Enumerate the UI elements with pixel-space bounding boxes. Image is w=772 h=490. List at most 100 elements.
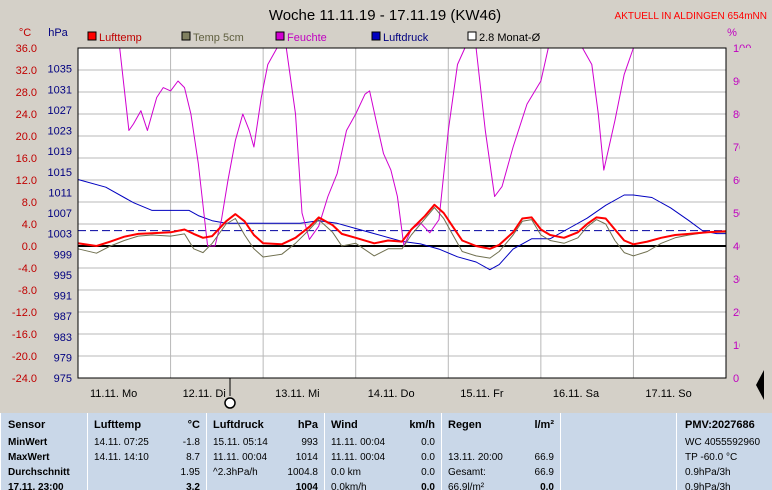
luftdruck-max-value: 1014 xyxy=(295,452,318,463)
plot-area xyxy=(78,48,726,378)
temp-tick-label: -4.0 xyxy=(18,263,37,275)
lufttemp-min-time: 14.11. 07:25 xyxy=(94,437,149,448)
regen-total-label: Gesamt: xyxy=(448,467,486,478)
legend-label: Temp 5cm xyxy=(193,32,244,44)
pressure-tick-label: 1015 xyxy=(48,167,72,179)
pressure-axis-ticks: 975 979 983 987 991 995 999 1003 1007 1011 1015 101… xyxy=(48,64,72,385)
humidity-tick-label: 0 xyxy=(733,373,739,385)
pressure-tick-label: 975 xyxy=(54,373,72,385)
temp-tick-label: 36.0 xyxy=(16,43,37,55)
pmv-line-1: WC 4055592960 xyxy=(685,437,761,448)
wind-min-value: 0.0 xyxy=(421,437,435,448)
cursor-handle-icon[interactable] xyxy=(224,397,236,409)
humidity-unit-label: % xyxy=(727,27,737,39)
wind-unit: km/h xyxy=(409,419,435,431)
chart-title: Woche 11.11.19 - 17.11.19 (KW46) xyxy=(269,7,501,24)
lufttemp-max-time: 14.11. 14:10 xyxy=(94,452,149,463)
luftdruck-unit: hPa xyxy=(297,419,318,431)
pmv-header: PMV:2027686 xyxy=(685,419,755,431)
wind-min-time: 11.11. 00:04 xyxy=(331,437,386,448)
regen-max-value: 66.9 xyxy=(534,452,554,463)
temp-tick-label: -12.0 xyxy=(12,307,37,319)
pressure-tick-label: 1023 xyxy=(48,126,72,138)
pmv-line-4: 0.9hPa/3h xyxy=(685,482,731,490)
luftdruck-current-value: 1004 xyxy=(295,482,318,490)
temp-tick-label: 8.0 xyxy=(22,197,37,209)
temp-tick-label: 4.0 xyxy=(22,219,37,231)
weather-chart: Woche 11.11.19 - 17.11.19 (KW46) AKTUELL… xyxy=(11,7,767,409)
regen-column: Regen l/m² 13.11. 20:00 66.9 Gesamt: 66.… xyxy=(441,413,560,490)
temp-tick-label: 24.0 xyxy=(16,109,37,121)
regen-unit: l/m² xyxy=(534,419,554,431)
wind-distance: 0.0 km xyxy=(331,467,362,478)
legend-label: Feuchte xyxy=(287,32,327,44)
x-axis-ticks: 11.11. Mo 12.11. Di 13.11. Mi 14.11. Do 15.1… xyxy=(90,388,692,400)
temp-tick-label: 32.0 xyxy=(16,65,37,77)
lufttemp-unit: °C xyxy=(187,419,200,431)
sensor-header: Sensor xyxy=(8,419,46,431)
legend-label: Lufttemp xyxy=(99,32,142,44)
wind-avg-value: 0.0 xyxy=(421,467,435,478)
x-tick-label: 15.11. Fr xyxy=(460,388,504,400)
pmv-line-2: TP -60.0 °C xyxy=(685,452,738,463)
max-label: MaxWert xyxy=(8,452,50,463)
luftdruck-avg-value: 1004.8 xyxy=(287,467,318,478)
temp-axis-ticks: -24.0 -20.0 -16.0 -12.0 -8.0 -4.0 0.0 4.0 8.0 12.… xyxy=(12,43,37,385)
pressure-tick-label: 1031 xyxy=(48,84,72,96)
series-lufttemp xyxy=(77,203,727,250)
min-label: MinWert xyxy=(8,437,48,448)
pressure-tick-label: 1011 xyxy=(48,187,72,199)
temp-tick-label: 16.0 xyxy=(16,153,37,165)
legend: Lufttemp Temp 5cm Feuchte Luftdruck 2.8 Mona… xyxy=(87,31,541,44)
pressure-unit-label: hPa xyxy=(48,27,68,39)
current-label: 17.11. 23:00 xyxy=(8,482,64,490)
regen-current-text: 66.9l/m² xyxy=(448,482,485,490)
pressure-tick-label: 1035 xyxy=(48,64,72,76)
temp-tick-label: -16.0 xyxy=(12,329,37,341)
sensor-column: Sensor MinWert MaxWert Durchschnitt 17.1… xyxy=(0,413,87,490)
legend-swatch xyxy=(275,31,285,41)
legend-swatch xyxy=(181,31,191,41)
series-luftdruck xyxy=(77,179,726,271)
scroll-arrow-icon[interactable] xyxy=(756,370,764,400)
regen-max-time: 13.11. 20:00 xyxy=(448,452,503,463)
wind-current-text: 0.0km/h xyxy=(331,482,367,490)
temp-tick-label: -8.0 xyxy=(18,285,37,297)
x-tick-label: 16.11. Sa xyxy=(553,388,600,400)
regen-current-value: 0.0 xyxy=(540,482,554,490)
legend-swatch xyxy=(87,31,97,41)
luftdruck-min-time: 15.11. 05:14 xyxy=(213,437,268,448)
lufttemp-current-value: 3.2 xyxy=(186,482,200,490)
temp-tick-label: 0.0 xyxy=(22,241,37,253)
luftdruck-min-value: 993 xyxy=(301,437,318,448)
regen-header: Regen xyxy=(448,419,482,431)
luftdruck-column: Luftdruck hPa 15.11. 05:14 993 11.11. 00… xyxy=(206,413,324,490)
pmv-column: PMV:2027686 WC 4055592960 TP -60.0 °C 0.… xyxy=(676,413,772,490)
pressure-tick-label: 979 xyxy=(54,352,72,364)
luftdruck-trend: ^2.3hPa/h xyxy=(213,467,258,478)
pressure-tick-label: 999 xyxy=(54,249,72,261)
x-tick-label: 14.11. Do xyxy=(368,388,415,400)
wind-current-value: 0.0 xyxy=(421,482,435,490)
temp-tick-label: 20.0 xyxy=(16,131,37,143)
pressure-tick-label: 983 xyxy=(54,332,72,344)
x-tick-label: 13.11. Mi xyxy=(275,388,319,400)
temp-tick-label: -20.0 xyxy=(12,351,37,363)
temp-unit-label: °C xyxy=(19,27,31,39)
avg-label: Durchschnitt xyxy=(8,467,70,478)
wind-max-value: 0.0 xyxy=(421,452,435,463)
x-tick-label: 12.11. Di xyxy=(183,388,226,400)
lufttemp-min-value: -1.8 xyxy=(182,437,200,448)
pressure-tick-label: 987 xyxy=(54,311,72,323)
pmv-line-3: 0.9hPa/3h xyxy=(685,467,731,478)
pressure-tick-label: 1027 xyxy=(48,105,72,117)
plot-frame xyxy=(77,47,727,379)
series-temp-5cm xyxy=(77,207,726,259)
x-tick-label: 17.11. So xyxy=(645,388,691,400)
legend-label: Luftdruck xyxy=(383,32,429,44)
luftdruck-max-time: 11.11. 00:04 xyxy=(213,452,268,463)
legend-swatch xyxy=(467,31,477,41)
grid-lines xyxy=(77,47,727,379)
pressure-tick-label: 995 xyxy=(54,270,72,282)
lufttemp-header: Lufttemp xyxy=(94,419,142,431)
